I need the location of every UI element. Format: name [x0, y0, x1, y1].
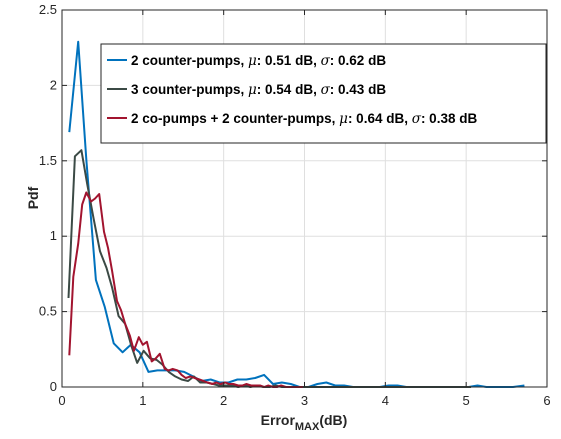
x-tick-label: 1 [139, 393, 146, 408]
y-tick-label: 0 [50, 379, 57, 394]
legend: 2 counter-pumps, μ: 0.51 dB, σ: 0.62 dB 3… [100, 43, 547, 144]
y-tick-label: 1.5 [39, 153, 57, 168]
y-tick-label: 2.5 [39, 2, 57, 17]
y-axis-title: Pdf [25, 186, 41, 209]
x-axis-title: ErrorMAX(dB) [261, 412, 348, 433]
x-tick-label: 0 [58, 393, 65, 408]
legend-label-3: 2 co-pumps + 2 counter-pumps, μ: 0.64 dB… [131, 111, 477, 127]
legend-box [100, 43, 547, 144]
x-tick-label: 4 [382, 393, 389, 408]
x-tick-label: 2 [220, 393, 227, 408]
x-tick-label: 6 [543, 393, 550, 408]
legend-label-2: 3 counter-pumps, μ: 0.54 dB, σ: 0.43 dB [131, 82, 386, 98]
legend-label-1: 2 counter-pumps, μ: 0.51 dB, σ: 0.62 dB [131, 53, 386, 69]
x-tick-label: 3 [301, 393, 308, 408]
legend-entries: 2 counter-pumps, μ: 0.51 dB, σ: 0.62 dB 3… [107, 53, 477, 127]
tick-labels: 0 1 2 3 4 5 6 0 0.5 1 1.5 2 2.5 [39, 2, 551, 408]
x-axis-title-main: Error [261, 412, 296, 428]
y-tick-label: 0.5 [39, 304, 57, 319]
x-tick-label: 5 [463, 393, 470, 408]
ticks [61, 9, 548, 388]
x-axis-title-sub: MAX [295, 421, 320, 433]
x-axis-title-unit: (dB) [319, 412, 347, 428]
y-tick-label: 2 [50, 77, 57, 92]
y-tick-label: 1 [50, 228, 57, 243]
